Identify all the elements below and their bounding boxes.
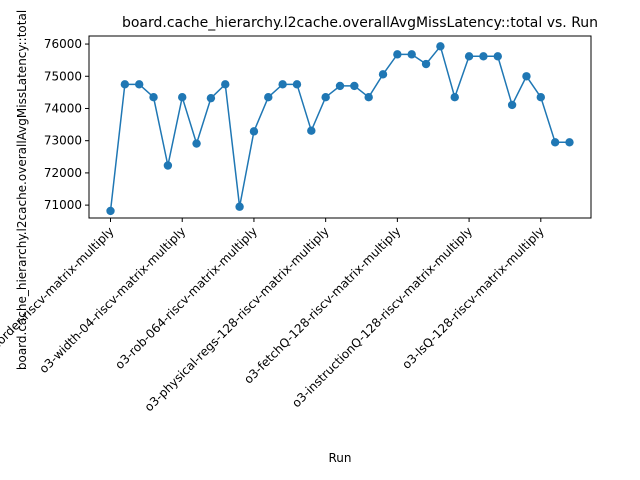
y-tick-label: 72000 (44, 166, 82, 180)
data-point (378, 70, 388, 79)
data-point (178, 93, 187, 102)
data-point (249, 127, 259, 136)
x-tick-label: o3-lsQ-128-riscv-matrix-multiply (399, 224, 547, 372)
data-point (421, 59, 431, 69)
y-axis-title: board.cache_hierarchy.l2cache.overallAvg… (15, 10, 29, 370)
data-point (120, 80, 130, 89)
data-point (364, 93, 373, 102)
data-point (450, 93, 459, 102)
data-point (106, 206, 115, 216)
data-point (278, 80, 287, 89)
x-tick-label: o3-rob-064-riscv-matrix-multiply (112, 224, 260, 372)
y-tick-label: 75000 (44, 69, 82, 83)
y-tick-label: 73000 (44, 134, 82, 148)
data-point (536, 93, 545, 102)
x-tick-label: o3-fetchQ-128-riscv-matrix-multiply (241, 224, 403, 386)
data-point (163, 161, 173, 170)
data-point (393, 50, 402, 59)
data-point (221, 80, 230, 89)
data-point (479, 52, 488, 61)
data-point (149, 93, 158, 102)
plot-frame (88, 35, 592, 219)
data-point (192, 139, 201, 148)
y-axis: 71000 72000 73000 74000 75000 76000 (44, 37, 89, 212)
plot-area (88, 35, 592, 219)
series-layer (106, 42, 574, 216)
x-axis: inorder-riscv-matrix-multiplyo3-width-04… (0, 218, 547, 414)
y-tick-label: 76000 (44, 37, 82, 51)
chart-title: board.cache_hierarchy.l2cache.overallAvg… (122, 15, 598, 31)
data-point (292, 80, 302, 89)
data-point (335, 81, 345, 91)
data-point (550, 138, 560, 147)
y-tick-label: 71000 (44, 198, 82, 212)
data-point (135, 80, 144, 89)
data-point (464, 52, 474, 61)
data-point (321, 93, 330, 102)
x-tick-label: o3-width-04-riscv-matrix-multiply (37, 224, 189, 376)
data-point (350, 81, 359, 91)
data-point (436, 42, 445, 51)
x-axis-title: Run (328, 451, 351, 465)
data-point (493, 52, 502, 61)
data-point (565, 138, 574, 147)
data-point (522, 72, 531, 81)
y-tick-label: 74000 (44, 101, 82, 115)
data-point (507, 100, 517, 110)
data-point (407, 50, 416, 59)
data-point (264, 93, 273, 102)
series-line (109, 44, 570, 211)
data-point (307, 126, 316, 135)
data-point (235, 202, 244, 211)
data-point (206, 93, 216, 103)
